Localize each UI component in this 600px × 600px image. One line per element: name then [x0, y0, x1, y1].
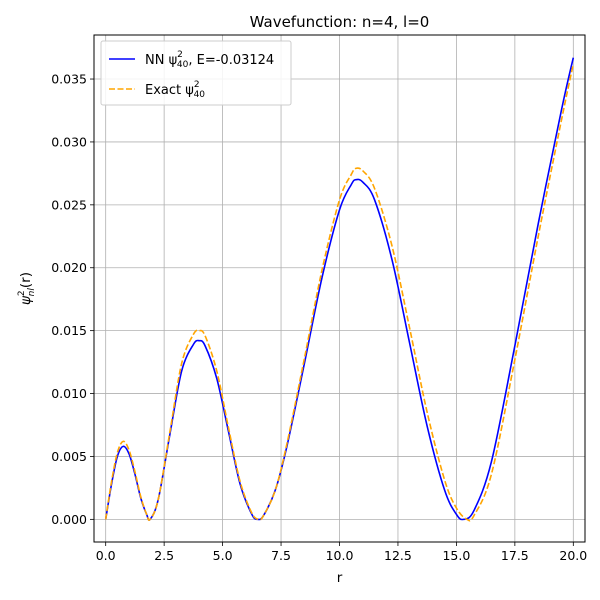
x-tick-label: 15.0: [442, 548, 470, 563]
x-tick-label: 7.5: [271, 548, 291, 563]
x-tick-label: 5.0: [213, 548, 233, 563]
legend-label: NN ψ2 40, E=-0.03124: [145, 50, 274, 70]
x-tick-label: 17.5: [501, 548, 529, 563]
y-tick-label: 0.030: [51, 134, 87, 149]
y-tick-label: 0.005: [51, 449, 87, 464]
y-tick-label: 0.025: [51, 197, 87, 212]
y-axis-label: ψ2nl(r): [17, 272, 37, 305]
y-tick-label: 0.000: [51, 512, 87, 527]
x-tick-label: 2.5: [154, 548, 174, 563]
legend-box: [100, 40, 292, 106]
chart-title: Wavefunction: n=4, l=0: [250, 13, 430, 31]
y-tick-label: 0.020: [51, 260, 87, 275]
y-tick-label: 0.015: [51, 323, 87, 338]
legend: NN ψ2 40, E=-0.03124 Exact ψ2 40: [100, 40, 292, 106]
x-tick-label: 0.0: [96, 548, 116, 563]
x-axis-label: r: [337, 570, 343, 586]
series-line-exact: [104, 63, 575, 522]
grid: [94, 35, 585, 542]
x-tick-label: 12.5: [384, 548, 412, 563]
y-tick-label: 0.010: [51, 386, 87, 401]
x-tick-label: 10.0: [326, 548, 354, 563]
legend-label: Exact ψ2 40: [145, 80, 205, 100]
y-tick-label: 0.035: [51, 72, 87, 87]
x-tick-label: 20.0: [559, 548, 587, 563]
y-axis: 0.000 0.005 0.010 0.015 0.020 0.025 0.030 0.035: [51, 72, 94, 527]
series-layer: [104, 57, 575, 522]
x-axis: 0.0 2.5 5.0 7.5 10.0 12.5 15.0 17.5 20.0: [96, 542, 587, 563]
